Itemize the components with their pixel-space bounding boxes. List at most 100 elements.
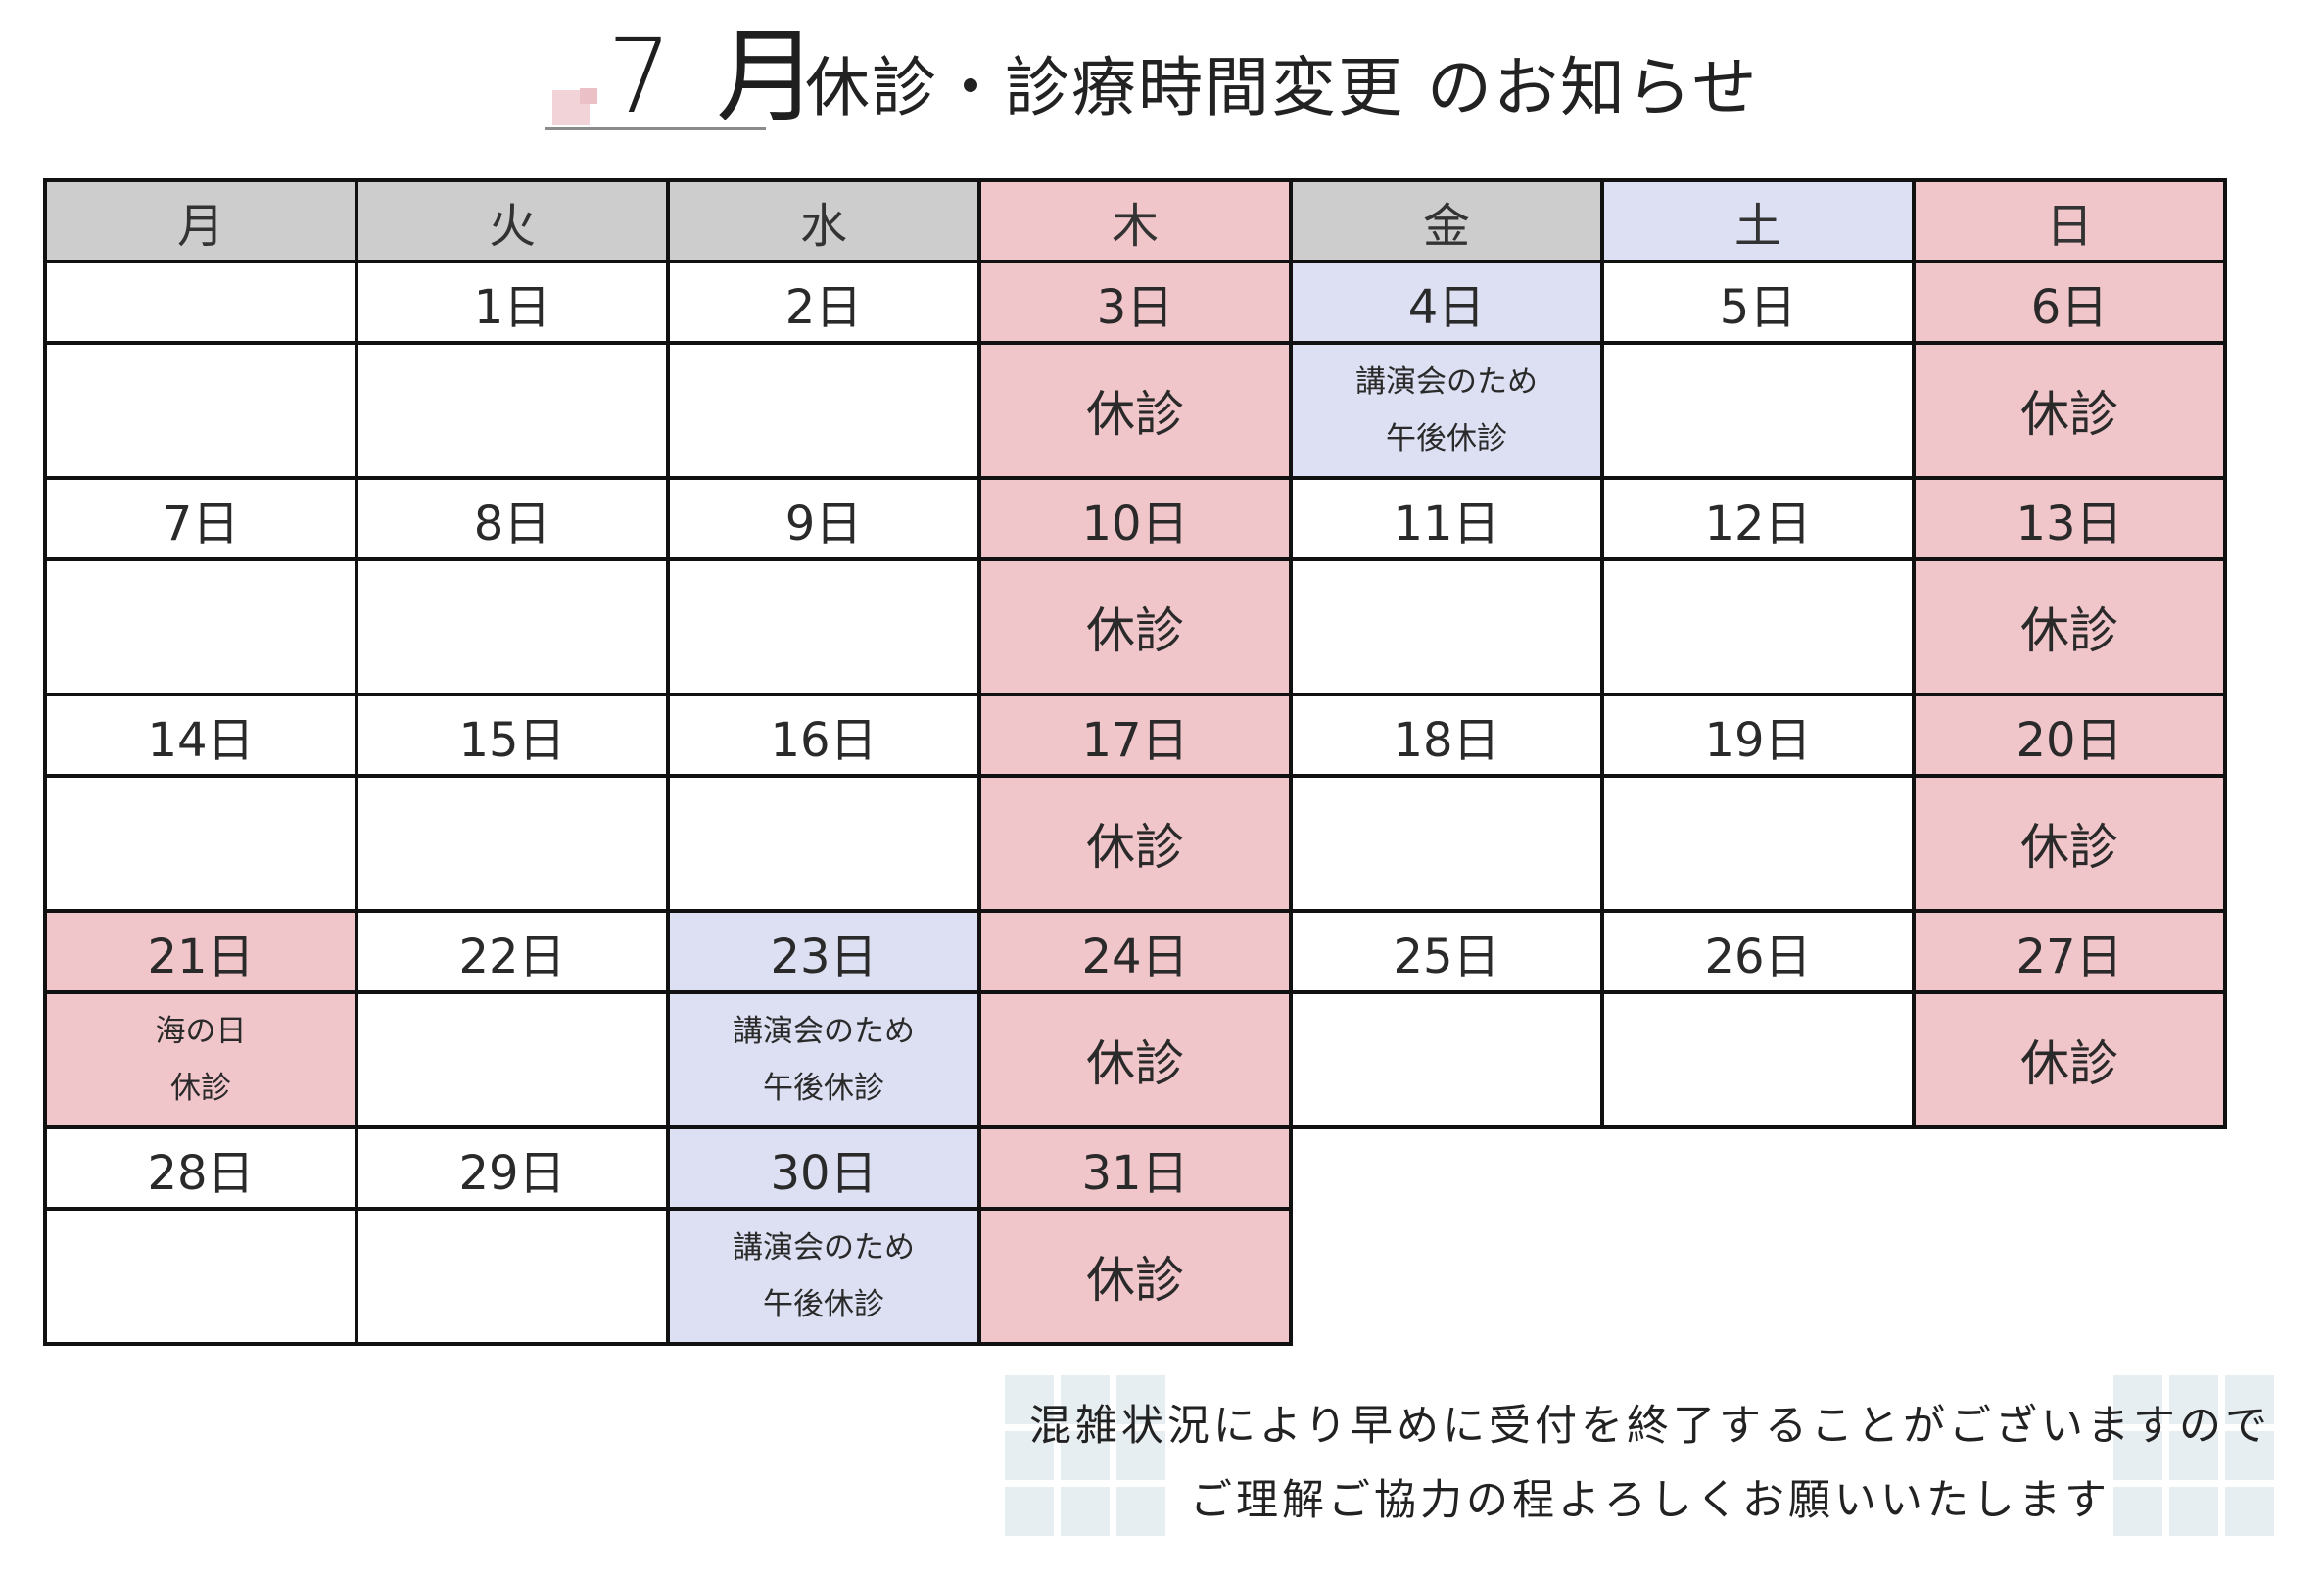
day-note-cell (43, 341, 358, 480)
notice-line-1: 混雑状況により早めに受付を終了することがございますので (1028, 1402, 2272, 1451)
day-note-cell (1600, 341, 1916, 480)
weekday-header-sat: 土 (1600, 178, 1916, 263)
date-cell: 29日 (355, 1125, 670, 1211)
day-note-cell (355, 341, 670, 480)
decorative-tile (2113, 1431, 2162, 1480)
day-note-cell (43, 1207, 358, 1346)
day-note-line: 午後休診 (763, 1287, 884, 1322)
title-underline (545, 127, 766, 130)
decorative-tile (1005, 1487, 1054, 1536)
date-cell: 3日 (977, 260, 1293, 345)
decorative-tile (1005, 1375, 1054, 1424)
date-cell: 23日 (666, 909, 981, 994)
date-cell: 7日 (43, 476, 358, 561)
day-note-cell (355, 557, 670, 696)
date-cell: 15日 (355, 693, 670, 778)
empty-cell (1602, 1127, 1914, 1209)
decorative-tile (1116, 1375, 1165, 1424)
day-note-cell: 休診 (977, 774, 1293, 913)
weekday-header-row: 月 火 水 木 金 土 日 (43, 178, 2227, 263)
decorative-tile (1116, 1431, 1165, 1480)
decorative-tile (1061, 1375, 1110, 1424)
decorative-tile (1116, 1487, 1165, 1536)
closed-label: 休診 (2020, 819, 2118, 876)
decorative-tile (2113, 1375, 2162, 1424)
closed-label: 休診 (1086, 819, 1184, 876)
closed-label: 休診 (1086, 602, 1184, 659)
date-cell: 11日 (1289, 476, 1604, 561)
day-note-cell: 休診 (977, 1207, 1293, 1346)
date-cell: 25日 (1289, 909, 1604, 994)
day-note-line: 講演会のため (733, 1230, 915, 1266)
date-cell: 24日 (977, 909, 1293, 994)
empty-cell (1914, 1127, 2225, 1209)
day-note-cell (43, 557, 358, 696)
date-cell: 10日 (977, 476, 1293, 561)
day-note-cell (1600, 557, 1916, 696)
day-note-cell (1289, 774, 1604, 913)
date-cell: 20日 (1912, 693, 2227, 778)
date-cell: 27日 (1912, 909, 2227, 994)
title-month: 7 月 (607, 17, 825, 136)
day-note-cell: 休診 (1912, 341, 2227, 480)
weekday-header-thu: 木 (977, 178, 1293, 263)
weekday-header-fri: 金 (1289, 178, 1604, 263)
day-note-cell: 休診 (1912, 774, 2227, 913)
day-note-cell: 講演会のため 午後休診 (666, 990, 981, 1129)
day-note-cell (355, 1207, 670, 1346)
page-title: 7 月 休診・診療時間変更 のお知らせ (541, 18, 1814, 135)
calendar-table: 月 火 水 木 金 土 日 1日 2日 3日 4日 5日 6日 休診 講演会のため 午後休診 休診… (43, 178, 2227, 1346)
day-note-cell: 休診 (977, 990, 1293, 1129)
decorative-tile (1061, 1431, 1110, 1480)
decorative-tile (2169, 1431, 2218, 1480)
empty-cell (1602, 1209, 1914, 1344)
day-note-line: 講演会のため (733, 1014, 915, 1049)
decorative-tile (2169, 1375, 2218, 1424)
notice-line-2: ご理解ご協力の程よろしくお願いいたします (1190, 1476, 2111, 1525)
empty-cell (1291, 1127, 1602, 1209)
day-note-cell (43, 774, 358, 913)
weekday-header-sun: 日 (1912, 178, 2227, 263)
closed-label: 休診 (2020, 386, 2118, 443)
empty-cell (1914, 1209, 2225, 1344)
date-row: 1日 2日 3日 4日 5日 6日 (43, 260, 2227, 345)
closed-label: 休診 (1086, 386, 1184, 443)
closed-label: 休診 (2020, 1035, 2118, 1092)
date-row: 28日 29日 30日 31日 (43, 1125, 2225, 1211)
date-cell (43, 260, 358, 345)
weekday-header-wed: 水 (666, 178, 981, 263)
date-cell: 14日 (43, 693, 358, 778)
date-cell: 17日 (977, 693, 1293, 778)
day-note-cell (666, 774, 981, 913)
note-row: 休診 休診 (43, 557, 2227, 696)
day-note-cell: 休診 (977, 557, 1293, 696)
day-note-cell (1600, 774, 1916, 913)
day-note-cell (355, 774, 670, 913)
date-cell: 12日 (1600, 476, 1916, 561)
date-cell: 1日 (355, 260, 670, 345)
day-note-cell (666, 557, 981, 696)
decorative-square (580, 88, 597, 104)
day-note-cell: 海の日 休診 (43, 990, 358, 1129)
day-note-cell: 講演会のため 午後休診 (666, 1207, 981, 1346)
day-note-cell: 講演会のため 午後休診 (1289, 341, 1604, 480)
date-cell: 5日 (1600, 260, 1916, 345)
day-note-line: 講演会のため (1355, 364, 1538, 400)
date-cell: 6日 (1912, 260, 2227, 345)
date-cell: 19日 (1600, 693, 1916, 778)
date-cell: 28日 (43, 1125, 358, 1211)
weekday-header-mon: 月 (43, 178, 358, 263)
closed-label: 休診 (1086, 1252, 1184, 1309)
note-row: 休診 休診 (43, 774, 2227, 913)
date-row: 7日 8日 9日 10日 11日 12日 13日 (43, 476, 2227, 561)
weekday-header-tue: 火 (355, 178, 670, 263)
closing-notice: 混雑状況により早めに受付を終了することがございますので ご理解ご協力の程よろしく… (1019, 1389, 2282, 1538)
closed-label: 休診 (1086, 1035, 1184, 1092)
date-cell: 9日 (666, 476, 981, 561)
date-cell: 4日 (1289, 260, 1604, 345)
date-cell: 21日 (43, 909, 358, 994)
date-cell: 13日 (1912, 476, 2227, 561)
day-note-cell: 休診 (1912, 557, 2227, 696)
date-cell: 22日 (355, 909, 670, 994)
day-note-cell (355, 990, 670, 1129)
